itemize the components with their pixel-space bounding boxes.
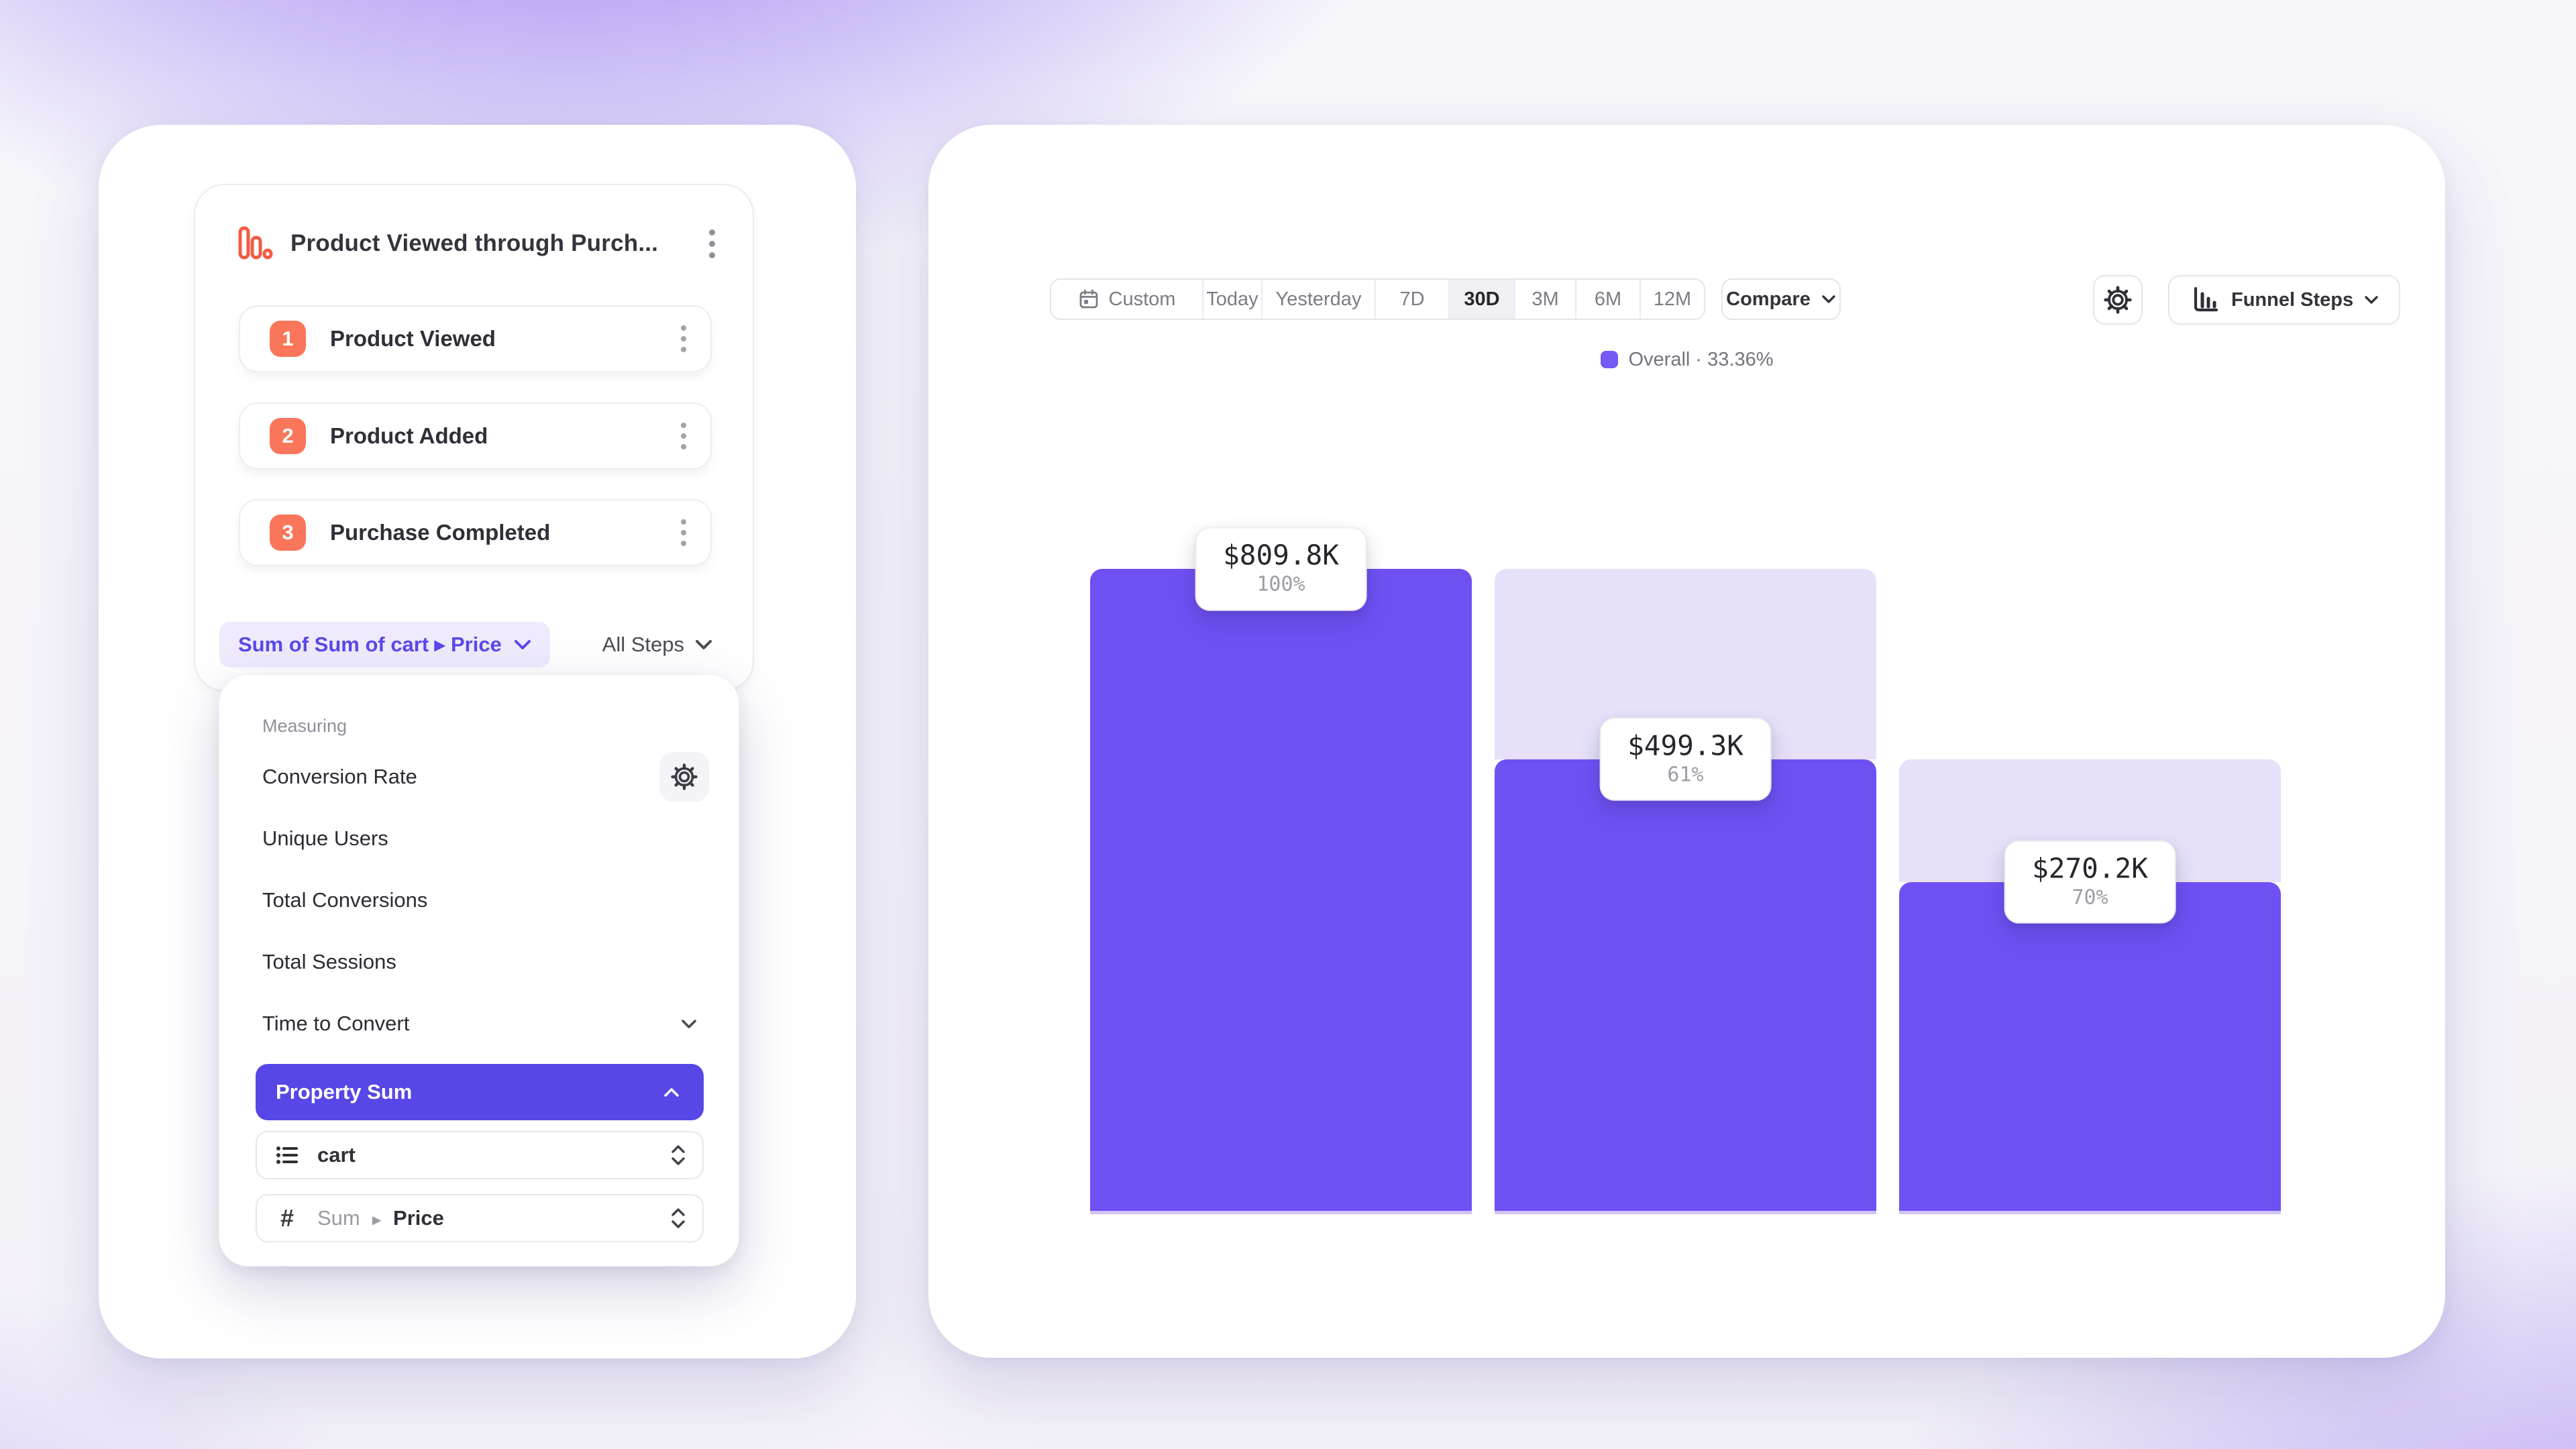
step-label: Purchase Completed <box>330 520 551 545</box>
steps-scope-dropdown[interactable]: All Steps <box>602 633 712 657</box>
chart-settings-button[interactable] <box>2093 275 2143 325</box>
compare-button[interactable]: Compare <box>1721 278 1841 320</box>
funnel-bar-product-added[interactable]: $499.3K 61% <box>1495 569 1876 1214</box>
bar-value-tooltip: $499.3K 61% <box>1599 717 1772 802</box>
aggregation-selector-value: Sum ▸ Price <box>317 1206 444 1230</box>
chevron-up-icon <box>663 1087 680 1097</box>
chevron-down-icon <box>2364 295 2379 305</box>
measuring-menu: Measuring Conversion Rate <box>219 674 739 1267</box>
legend-label: Overall · 33.36% <box>1628 348 1774 370</box>
property-selector-value: cart <box>317 1143 356 1167</box>
step-kebab-icon[interactable] <box>676 417 692 455</box>
step-row-2[interactable]: 2 Product Added <box>239 402 712 470</box>
step-kebab-icon[interactable] <box>676 514 692 551</box>
date-range-6m[interactable]: 6M <box>1575 280 1640 319</box>
step-row-3[interactable]: 3 Purchase Completed <box>239 499 712 566</box>
funnel-bar-solid[interactable] <box>1090 569 1472 1214</box>
menu-section-label: Measuring <box>262 715 347 736</box>
chevron-down-icon <box>514 639 531 650</box>
menu-item-conversion-rate[interactable]: Conversion Rate <box>219 746 739 808</box>
menu-item-unique-users[interactable]: Unique Users <box>262 826 388 850</box>
step-row-1[interactable]: 1 Product Viewed <box>239 305 712 372</box>
list-icon <box>274 1142 300 1168</box>
step-label: Product Added <box>330 423 488 448</box>
chart-type-button[interactable]: Funnel Steps <box>2168 275 2401 325</box>
step-number-badge: 1 <box>270 321 306 357</box>
menu-item-total-conversions[interactable]: Total Conversions <box>262 888 428 912</box>
menu-item-time-to-convert[interactable]: Time to Convert <box>219 993 739 1055</box>
step-number-badge: 3 <box>270 515 306 551</box>
measurement-dropdown-label: Sum of Sum of cart ▸ Price <box>238 633 502 656</box>
chevron-down-icon <box>695 639 712 650</box>
menu-item-property-sum[interactable]: Property Sum <box>256 1064 704 1120</box>
measurement-dropdown[interactable]: Sum of Sum of cart ▸ Price <box>219 622 550 667</box>
step-label: Product Viewed <box>330 326 496 351</box>
funnel-builder-card: Product Viewed through Purch... 1 Produc… <box>99 125 856 1358</box>
date-range-7d[interactable]: 7D <box>1375 280 1448 319</box>
gear-icon[interactable] <box>659 752 709 802</box>
funnel-bar-solid[interactable] <box>1495 759 1876 1214</box>
funnel-bar-product-viewed[interactable]: $809.8K 100% <box>1090 527 1472 1214</box>
date-range-yesterday[interactable]: Yesterday <box>1261 280 1375 319</box>
date-range-today[interactable]: Today <box>1202 280 1261 319</box>
date-range-12m[interactable]: 12M <box>1640 280 1704 319</box>
bar-chart-icon <box>2190 284 2220 315</box>
step-number-badge: 2 <box>270 418 306 454</box>
up-down-chevron-icon <box>670 1144 686 1167</box>
date-range-custom[interactable]: Custom <box>1051 280 1202 319</box>
funnel-chart-icon <box>238 226 273 261</box>
bar-value-tooltip: $270.2K 70% <box>2004 840 2176 924</box>
aggregation-selector[interactable]: # Sum ▸ Price <box>256 1194 704 1242</box>
chart-legend: Overall · 33.36% <box>928 341 2445 378</box>
chart-card: Custom Today Yesterday 7D 30D 3M 6M 12M … <box>928 125 2445 1358</box>
gear-icon <box>2103 285 2133 315</box>
query-footer: Sum of Sum of cart ▸ Price All Steps <box>219 618 712 672</box>
up-down-chevron-icon <box>670 1207 686 1230</box>
menu-item-total-sessions[interactable]: Total Sessions <box>262 950 396 973</box>
funnel-chart: $809.8K 100% $499.3K 61% $270.2K 70% <box>1090 527 2281 1214</box>
funnel-bar-solid[interactable] <box>1899 881 2281 1214</box>
query-title: Product Viewed through Purch... <box>290 230 659 256</box>
hash-icon: # <box>280 1204 294 1232</box>
query-title-row: Product Viewed through Purch... <box>238 221 720 266</box>
legend-swatch <box>1600 351 1618 368</box>
steps-scope-label: All Steps <box>602 633 684 656</box>
property-selector[interactable]: cart <box>256 1131 704 1179</box>
bar-value-tooltip: $809.8K 100% <box>1195 527 1367 611</box>
query-kebab-icon[interactable] <box>704 224 720 264</box>
funnel-bar-purchase-completed[interactable]: $270.2K 70% <box>1899 569 2281 1214</box>
date-range-30d[interactable]: 30D <box>1448 280 1514 319</box>
date-range-control: Custom Today Yesterday 7D 30D 3M 6M 12M <box>1050 278 1705 320</box>
calendar-icon <box>1078 288 1099 310</box>
date-range-3m[interactable]: 3M <box>1514 280 1575 319</box>
step-kebab-icon[interactable] <box>676 320 692 358</box>
query-card: Product Viewed through Purch... 1 Produc… <box>194 184 754 692</box>
chevron-down-icon <box>1821 294 1836 304</box>
chevron-down-icon <box>681 1019 697 1029</box>
